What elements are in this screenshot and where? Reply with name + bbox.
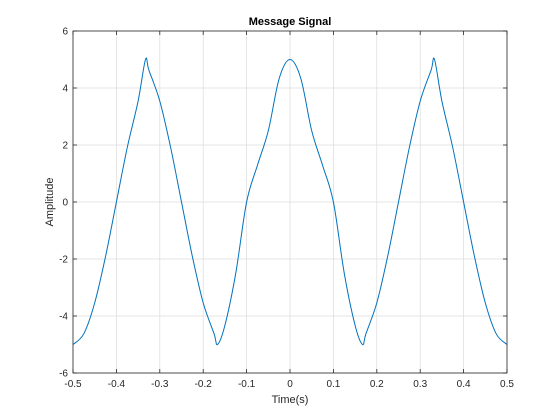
x-tick-label: -0.2	[195, 379, 213, 390]
y-axis-label: Amplitude	[44, 178, 56, 227]
chart-title: Message Signal	[249, 16, 332, 28]
x-tick-label: 0.3	[413, 379, 427, 390]
x-tick-label: -0.3	[151, 379, 169, 390]
x-tick-label: 0.1	[326, 379, 340, 390]
y-tick-label: -2	[59, 255, 68, 266]
x-tick-label: 0.2	[370, 379, 384, 390]
y-tick-label: 6	[62, 27, 68, 38]
y-tick-label: -6	[59, 369, 68, 380]
x-tick-label: -0.1	[238, 379, 256, 390]
series-line	[72, 57, 508, 346]
x-tick-label: -0.4	[108, 379, 126, 390]
ticks: -0.5 -0.4 -0.3 -0.2 -0.1 0 0.1 0.2 0.3 0.4 0.5 -6 -4…	[59, 27, 514, 391]
x-tick-label: 0.5	[500, 379, 514, 390]
y-tick-label: 2	[62, 141, 68, 152]
x-tick-label: 0	[287, 379, 293, 390]
y-tick-label: 0	[62, 198, 68, 209]
x-tick-label: -0.5	[64, 379, 82, 390]
x-tick-label: 0.4	[457, 379, 471, 390]
y-tick-label: -4	[59, 312, 68, 323]
x-axis-label: Time(s)	[272, 394, 309, 406]
y-tick-label: 4	[62, 84, 68, 95]
